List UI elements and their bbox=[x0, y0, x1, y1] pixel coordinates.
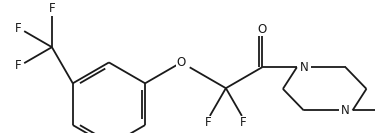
Text: N: N bbox=[299, 61, 308, 74]
Text: F: F bbox=[15, 59, 21, 72]
Text: N: N bbox=[341, 104, 350, 117]
Text: F: F bbox=[15, 22, 21, 35]
Text: F: F bbox=[240, 116, 247, 129]
Text: F: F bbox=[205, 116, 212, 129]
Text: F: F bbox=[49, 2, 55, 15]
Text: O: O bbox=[258, 23, 267, 36]
Text: O: O bbox=[177, 56, 186, 69]
